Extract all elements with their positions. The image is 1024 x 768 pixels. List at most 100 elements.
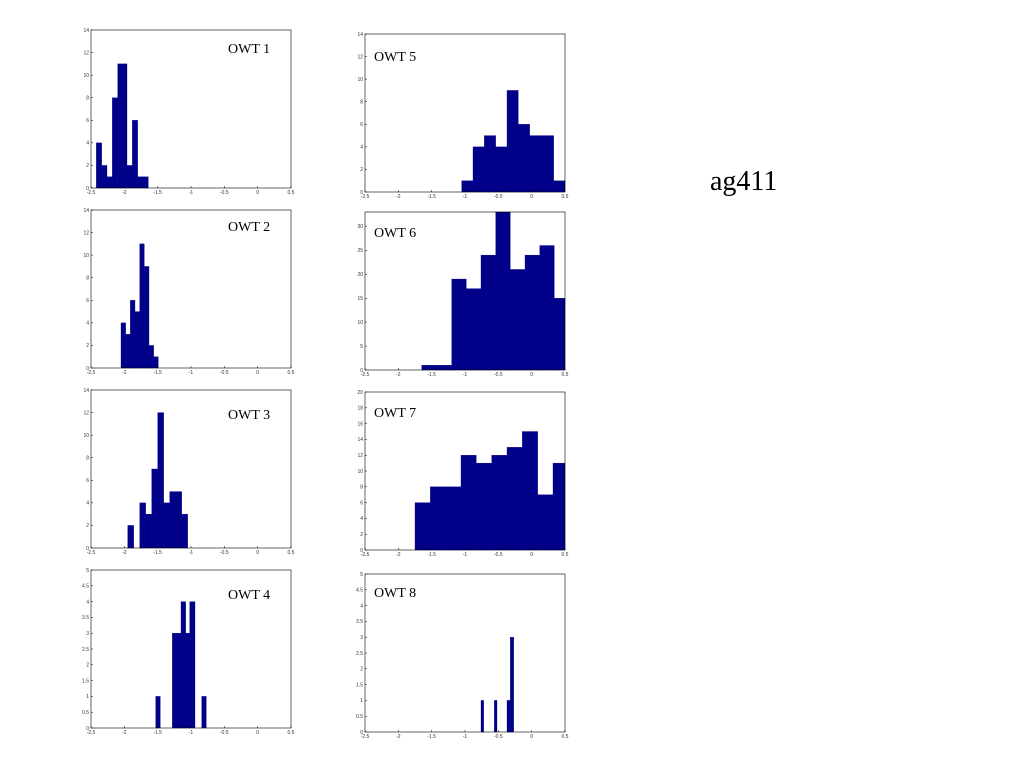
x-tick-label: 0.5	[562, 734, 569, 740]
y-tick-label: 2	[86, 663, 89, 669]
x-tick-label: 0	[256, 550, 259, 556]
y-tick-label: 30	[357, 224, 363, 230]
x-tick-label: -1	[463, 194, 468, 200]
histogram-bar	[430, 486, 446, 551]
y-tick-label: 10	[83, 253, 89, 259]
histogram-bar	[125, 333, 131, 369]
x-tick-label: -1	[189, 550, 194, 556]
x-tick-label: 0	[530, 372, 533, 378]
histogram-bar	[127, 525, 134, 549]
histogram-bar	[451, 278, 467, 371]
histogram-bar	[491, 455, 508, 551]
x-tick-label: -0.5	[220, 730, 229, 736]
histogram-bar	[506, 700, 511, 733]
x-tick-label: -2.5	[87, 730, 96, 736]
histogram-bar	[132, 120, 138, 189]
x-tick-label: -1.5	[153, 550, 162, 556]
y-tick-label: 2	[86, 163, 89, 169]
histogram-bar	[554, 298, 566, 371]
histogram-bar	[480, 254, 496, 371]
y-tick-label: 0	[360, 548, 363, 554]
histogram-bar	[529, 135, 554, 193]
y-tick-label: 1	[360, 698, 363, 704]
histogram-owt-3: -2.5 -2 -1.5 -1 -0.5 0 0.5 0 2 4 6 8 10 12 14 OWT 3	[83, 386, 294, 556]
y-tick-label: 0	[360, 730, 363, 736]
x-tick-label: -2.5	[361, 552, 370, 558]
x-tick-label: -1.5	[427, 734, 436, 740]
histogram-bar	[539, 245, 555, 371]
histogram-bar	[201, 696, 207, 729]
y-tick-label: 12	[357, 453, 363, 459]
y-tick-label: 12	[357, 54, 363, 60]
histogram-bar	[466, 288, 482, 371]
chart-svg: -2.5 -2 -1.5 -1 -0.5 0 0.5 0 5 10 15 20 25 30	[357, 211, 569, 378]
histogram-bar	[163, 502, 170, 549]
y-tick-label: 4	[360, 516, 363, 522]
x-tick-label: -1	[189, 190, 194, 196]
chart-svg: -2.5 -2 -1.5 -1 -0.5 0 0.5 0 0.5 1 1.5 2 2.5 3 3.5 4 4.5…	[356, 572, 569, 740]
x-tick-label: -2.5	[87, 550, 96, 556]
y-tick-label: 2	[360, 667, 363, 673]
y-tick-label: 4	[86, 501, 89, 507]
y-tick-label: 10	[357, 77, 363, 83]
y-tick-label: 10	[357, 469, 363, 475]
histogram-bar	[145, 513, 152, 549]
x-tick-label: -1	[463, 734, 468, 740]
x-tick-label: 0	[530, 734, 533, 740]
chart-svg: -2.5 -2 -1.5 -1 -0.5 0 0.5 0 2 4 6 8 10 12 14 16 18 20	[357, 390, 568, 558]
y-tick-label: 4.5	[356, 588, 363, 594]
y-tick-label: 0	[360, 190, 363, 196]
y-tick-label: 10	[83, 433, 89, 439]
chart-title: OWT 6	[374, 226, 417, 241]
x-tick-label: -2	[396, 552, 401, 558]
y-tick-label: 4.5	[82, 584, 89, 590]
y-tick-label: 3.5	[82, 615, 89, 621]
histogram-owt-6: -2.5 -2 -1.5 -1 -0.5 0 0.5 0 5 10 15 20 25 30 OWT 6	[357, 208, 569, 378]
chart-svg: -2.5 -2 -1.5 -1 -0.5 0 0.5 0 0.5 1 1.5 2 2.5 3 3.5 4 4.5…	[82, 568, 295, 736]
histogram-owt-8: -2.5 -2 -1.5 -1 -0.5 0 0.5 0 0.5 1 1.5 2 2.5 3 3.5 4 4.5…	[356, 570, 569, 740]
histogram-bar	[130, 300, 136, 369]
histogram-bar	[120, 322, 126, 369]
histogram-bar	[185, 633, 190, 729]
histogram-bar	[518, 124, 530, 193]
y-tick-label: 0.5	[356, 714, 363, 720]
y-tick-label: 6	[86, 118, 89, 124]
x-tick-label: 0.5	[562, 194, 569, 200]
histogram-bar	[506, 90, 519, 193]
chart-title: OWT 2	[228, 220, 271, 235]
histogram-bar	[134, 311, 140, 369]
histogram-owt-5: -2.5 -2 -1.5 -1 -0.5 0 0.5 0 2 4 6 8 10 12 14 OWT 5	[357, 30, 569, 200]
chart-svg: -2.5 -2 -1.5 -1 -0.5 0 0.5 0 2 4 6 8 10 12 14	[357, 32, 569, 200]
chart-svg: -2.5 -2 -1.5 -1 -0.5 0 0.5 0 2 4 6 8 10 12 14	[83, 208, 294, 376]
histogram-bar	[552, 462, 566, 551]
y-tick-label: 2	[360, 532, 363, 538]
x-tick-label: -1	[189, 730, 194, 736]
y-tick-label: 14	[83, 388, 89, 394]
x-tick-label: -1.5	[153, 370, 162, 376]
x-tick-label: -0.5	[494, 372, 503, 378]
y-tick-label: 8	[86, 96, 89, 102]
x-tick-label: -2	[396, 194, 401, 200]
x-tick-label: -1.5	[153, 730, 162, 736]
histogram-bar	[537, 494, 554, 551]
y-tick-label: 0	[86, 726, 89, 732]
x-tick-label: -1	[463, 552, 468, 558]
x-tick-label: -0.5	[494, 734, 503, 740]
histogram-bar	[148, 345, 154, 369]
histogram-bar	[126, 165, 133, 189]
page-title: ag411	[710, 166, 778, 197]
y-tick-label: 0	[86, 366, 89, 372]
histogram-bar	[169, 491, 182, 549]
x-tick-label: -0.5	[494, 194, 503, 200]
histogram-bar	[495, 146, 508, 193]
histogram-bar	[472, 146, 485, 193]
x-tick-label: -2.5	[87, 190, 96, 196]
y-tick-label: 1.5	[356, 682, 363, 688]
x-tick-label: -2	[122, 730, 127, 736]
y-tick-label: 4	[360, 145, 363, 151]
histogram-bar	[506, 447, 523, 551]
histogram-bar	[139, 502, 146, 549]
histogram-bar	[524, 254, 540, 371]
y-tick-label: 6	[360, 500, 363, 506]
x-tick-label: -2.5	[361, 372, 370, 378]
